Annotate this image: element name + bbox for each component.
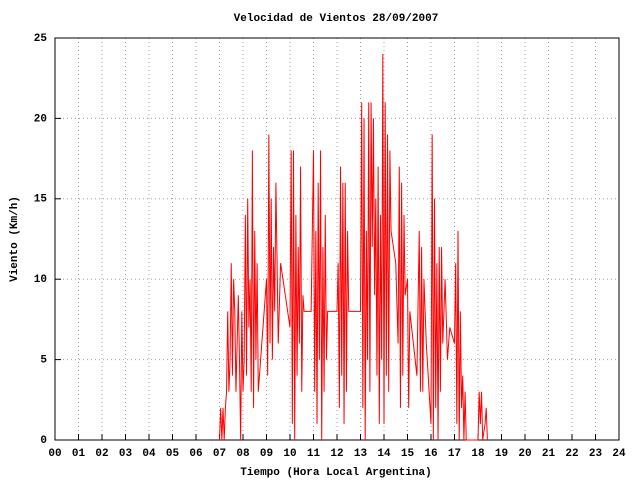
x-tick-label: 06 [189,448,202,460]
x-tick-label: 10 [283,448,296,460]
y-tick-label: 20 [34,113,47,125]
x-tick-label: 05 [166,448,180,460]
plot-frame [54,37,620,441]
chart-title: Velocidad de Vientos 28/09/2007 [234,13,439,25]
x-tick-label: 24 [612,448,626,460]
x-tick-label: 07 [213,448,226,460]
x-tick-label: 14 [377,448,391,460]
x-tick-label: 11 [307,448,321,460]
x-tick-label: 23 [589,448,603,460]
x-axis-label: Tiempo (Hora Local Argentina) [240,467,431,479]
x-tick-label: 16 [424,448,437,460]
y-tick-label: 0 [40,435,47,447]
y-tick-label: 10 [34,274,47,286]
x-tick-label: 02 [95,448,108,460]
x-tick-label: 17 [448,448,461,460]
x-tick-label: 01 [72,448,86,460]
x-tick-label: 12 [330,448,343,460]
x-tick-label: 03 [119,448,133,460]
y-tick-label: 5 [40,355,47,367]
x-tick-label: 22 [565,448,578,460]
x-tick-label: 04 [142,448,156,460]
x-tick-label: 20 [518,448,531,460]
x-tick-label: 13 [354,448,368,460]
y-tick-label: 15 [34,194,48,206]
x-tick-label: 18 [471,448,485,460]
x-tick-label: 09 [260,448,273,460]
x-tick-label: 00 [48,448,61,460]
x-tick-label: 19 [495,448,508,460]
data-line [219,54,488,441]
x-tick-label: 21 [542,448,556,460]
y-axis-label: Viento (Km/h) [9,196,21,282]
y-tick-label: 25 [34,33,48,45]
x-tick-label: 15 [401,448,415,460]
x-tick-label: 08 [236,448,250,460]
